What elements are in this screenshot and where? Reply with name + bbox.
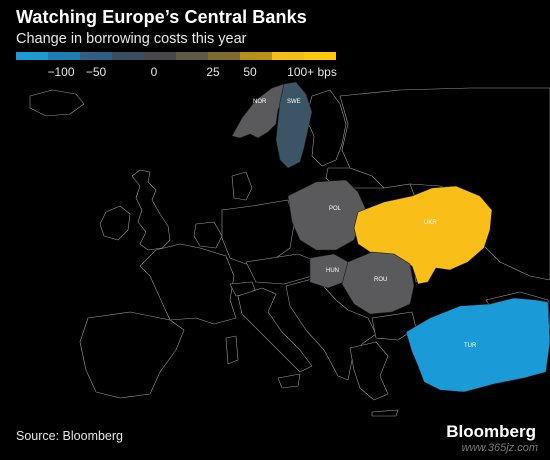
chart-title: Watching Europe’s Central Banks: [16, 7, 307, 27]
legend-swatch: [16, 52, 48, 60]
crete-outline: [371, 409, 399, 417]
legend-label-50: 50: [243, 65, 257, 79]
legend-swatch: [208, 52, 240, 60]
label-TUR: TUR: [464, 343, 477, 349]
legend-swatch: [144, 52, 176, 60]
legend-swatch: [48, 52, 80, 60]
france-outline: [139, 243, 237, 325]
legend-color-bar: [16, 52, 336, 60]
legend-swatch: [80, 52, 112, 60]
finland-outline: [305, 89, 347, 167]
country-NOR: [231, 83, 285, 139]
label-NOR: NOR: [253, 99, 267, 105]
germany-outline: [221, 199, 295, 265]
country-TUR: [405, 297, 550, 393]
iberia-outline: [79, 311, 185, 399]
legend-swatch: [176, 52, 208, 60]
label-POL: POL: [329, 206, 342, 212]
uk-outline: [131, 169, 171, 251]
ireland-outline: [99, 205, 131, 241]
label-UKR: UKR: [424, 220, 437, 226]
legend-label-minus-50: −50: [85, 65, 107, 79]
iceland-outline: [29, 89, 85, 117]
italy-outline: [237, 287, 313, 373]
sardinia-outline: [225, 335, 239, 365]
watermark: www.365jz.com: [461, 442, 538, 454]
country-POL: [287, 179, 367, 251]
color-legend: −100 −50 0 25 50 100+ bps: [16, 52, 337, 82]
denmark-outline: [231, 171, 253, 201]
legend-label-zero: 0: [150, 65, 158, 79]
legend-swatch: [304, 52, 336, 60]
legend-label-25: 25: [206, 65, 220, 79]
legend-swatch: [112, 52, 144, 60]
label-ROU: ROU: [374, 277, 387, 283]
label-SWE: SWE: [287, 99, 301, 105]
legend-swatch: [240, 52, 272, 60]
europe-map: NOR SWE POL UKR HUN ROU TUR: [29, 81, 550, 417]
label-HUN: HUN: [326, 268, 339, 274]
legend-label-100-bps: 100+ bps: [287, 65, 337, 79]
greece-outline: [349, 341, 389, 401]
source-note: Source: Bloomberg: [16, 429, 124, 443]
sicily-outline: [277, 373, 301, 389]
legend-swatch: [272, 52, 304, 60]
country-ROU: [341, 251, 415, 315]
benelux-outline: [193, 221, 223, 249]
country-SWE: [275, 81, 313, 169]
legend-label-minus-100: −100: [47, 65, 75, 79]
bloomberg-logo: Bloomberg: [446, 422, 536, 441]
chart-subtitle: Change in borrowing costs this year: [16, 31, 247, 47]
